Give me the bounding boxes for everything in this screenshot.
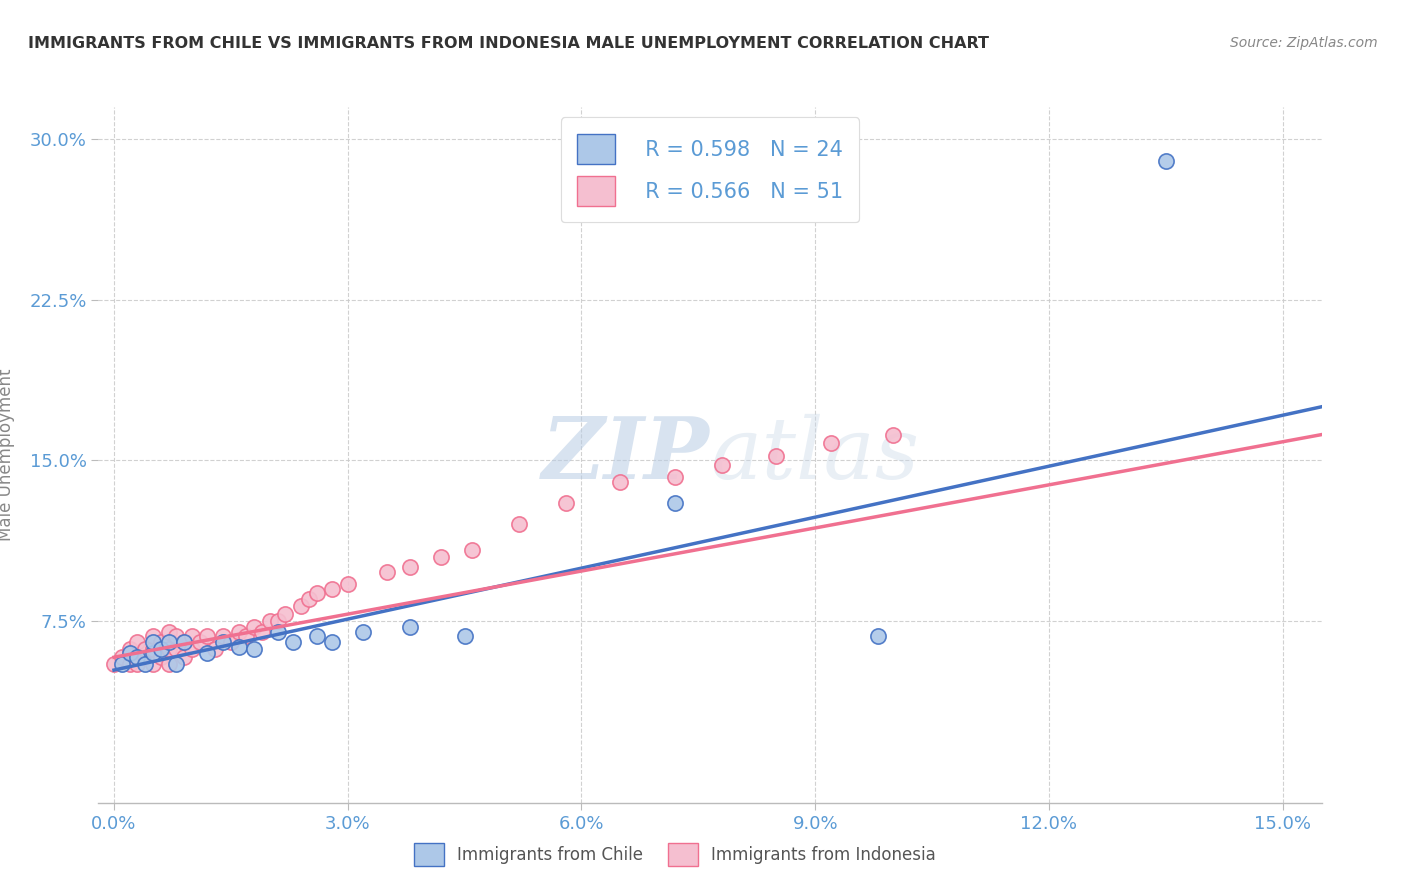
Point: [180, 641, 202, 656]
Point: [142, 641, 165, 656]
Point: [399, 620, 422, 634]
Point: [820, 436, 842, 450]
Point: [508, 517, 530, 532]
Point: [118, 657, 141, 671]
Point: [882, 427, 904, 442]
Text: IMMIGRANTS FROM CHILE VS IMMIGRANTS FROM INDONESIA MALE UNEMPLOYMENT CORRELATION: IMMIGRANTS FROM CHILE VS IMMIGRANTS FROM…: [28, 36, 988, 51]
Point: [173, 650, 195, 665]
Text: ZIP: ZIP: [543, 413, 710, 497]
Point: [127, 635, 149, 649]
Point: [336, 577, 359, 591]
Point: [375, 565, 398, 579]
Point: [204, 641, 226, 656]
Point: [243, 641, 266, 656]
Point: [305, 586, 328, 600]
Point: [352, 624, 374, 639]
Point: [157, 641, 180, 656]
Point: [118, 646, 141, 660]
Text: atlas: atlas: [710, 414, 920, 496]
Point: [228, 624, 250, 639]
Point: [259, 614, 281, 628]
Point: [165, 629, 187, 643]
Point: [127, 650, 149, 665]
Point: [1154, 153, 1177, 168]
Point: [399, 560, 422, 574]
Point: [321, 635, 343, 649]
Y-axis label: Male Unemployment: Male Unemployment: [0, 368, 15, 541]
Point: [290, 599, 312, 613]
Point: [243, 620, 266, 634]
Point: [103, 657, 125, 671]
Point: [127, 657, 149, 671]
Point: [664, 496, 686, 510]
Point: [134, 641, 156, 656]
Point: [111, 657, 134, 671]
Point: [664, 470, 686, 484]
Point: [212, 635, 235, 649]
Point: [173, 635, 195, 649]
Point: [157, 635, 180, 649]
Point: [149, 635, 172, 649]
Point: [461, 543, 484, 558]
Point: [188, 635, 211, 649]
Legend: Immigrants from Chile, Immigrants from Indonesia: Immigrants from Chile, Immigrants from I…: [405, 835, 945, 875]
Point: [765, 449, 787, 463]
Legend:   R = 0.598   N = 24,   R = 0.566   N = 51: R = 0.598 N = 24, R = 0.566 N = 51: [561, 118, 859, 222]
Point: [250, 624, 273, 639]
Point: [134, 650, 156, 665]
Point: [180, 629, 202, 643]
Point: [173, 635, 195, 649]
Point: [554, 496, 576, 510]
Point: [283, 635, 305, 649]
Point: [305, 629, 328, 643]
Point: [212, 629, 235, 643]
Point: [219, 635, 242, 649]
Point: [157, 657, 180, 671]
Point: [430, 549, 453, 564]
Point: [149, 641, 172, 656]
Point: [165, 657, 187, 671]
Point: [266, 614, 288, 628]
Point: [266, 624, 288, 639]
Point: [298, 592, 321, 607]
Point: [118, 641, 141, 656]
Point: [142, 657, 165, 671]
Point: [142, 635, 165, 649]
Point: [142, 646, 165, 660]
Point: [134, 657, 156, 671]
Point: [165, 641, 187, 656]
Point: [453, 629, 475, 643]
Point: [866, 629, 889, 643]
Point: [235, 629, 257, 643]
Text: Source: ZipAtlas.com: Source: ZipAtlas.com: [1230, 36, 1378, 50]
Point: [274, 607, 297, 622]
Point: [142, 629, 165, 643]
Point: [111, 650, 134, 665]
Point: [228, 640, 250, 654]
Point: [321, 582, 343, 596]
Point: [197, 646, 219, 660]
Point: [609, 475, 631, 489]
Point: [197, 629, 219, 643]
Point: [149, 650, 172, 665]
Point: [710, 458, 733, 472]
Point: [157, 624, 180, 639]
